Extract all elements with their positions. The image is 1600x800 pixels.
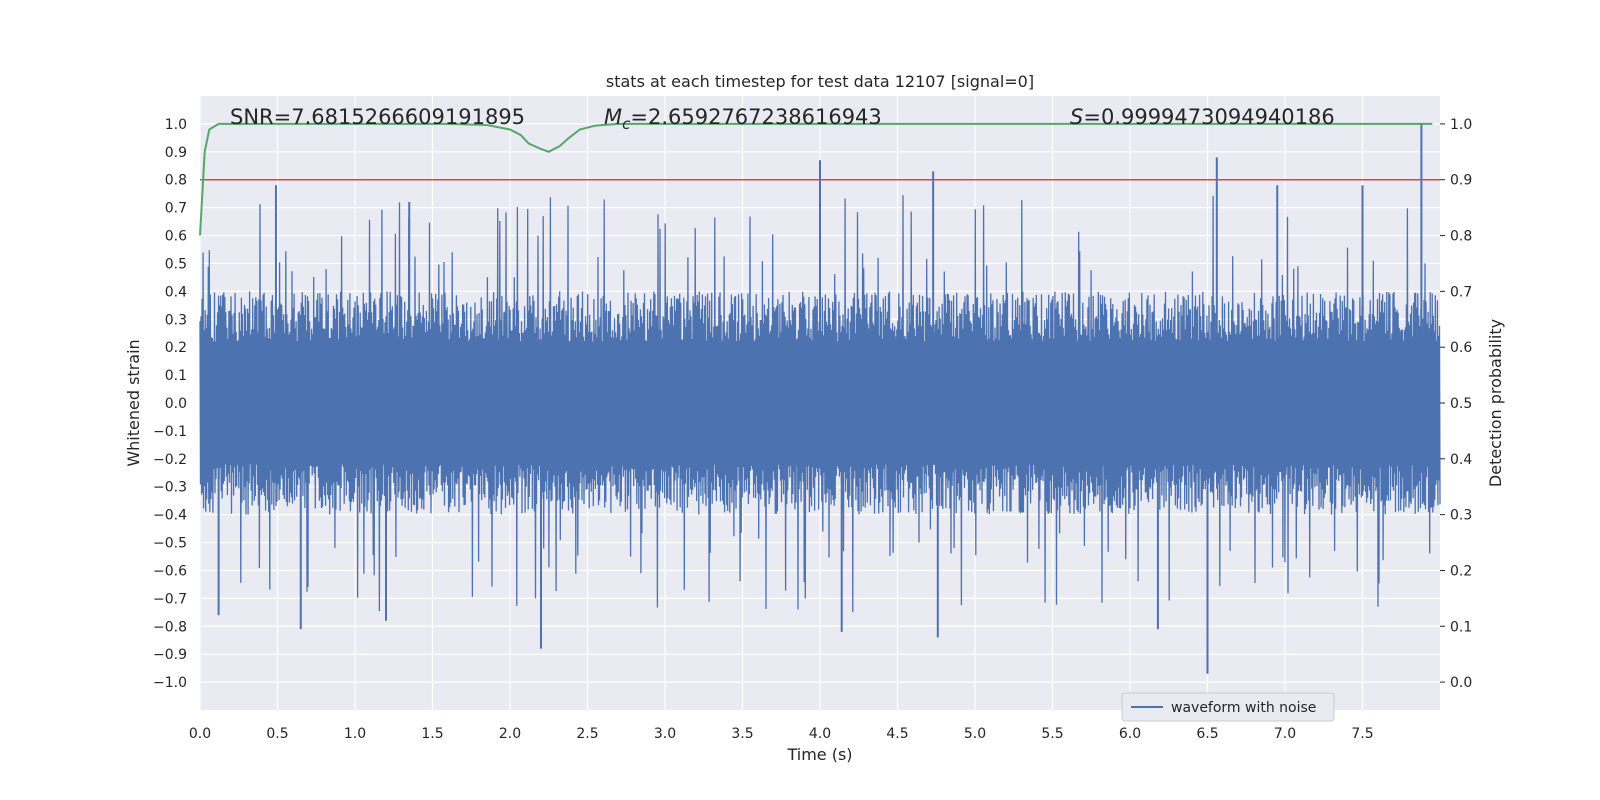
right-tick-label: 0.0 (1450, 675, 1472, 691)
y-tick-label: 0.8 (165, 173, 187, 189)
s-annotation: S=0.9999473094940186 (1070, 105, 1335, 129)
y-tick-label: 0.4 (165, 284, 187, 300)
probability-line (199, 122, 1433, 236)
y-tick-label: −1.0 (153, 675, 187, 691)
chirp-mass-annotation: Mc=2.6592767238616943 (604, 105, 882, 133)
x-tick-label: 7.0 (1274, 726, 1296, 742)
y-axis-label: Whitened strain (124, 339, 143, 466)
y-tick-label: 1.0 (165, 117, 187, 133)
right-axis-ticks: 0.0 0.1 0.2 0.3 0.4 0.5 0.6 0.7 0.8 0.9 1.0 (1440, 117, 1472, 691)
legend: waveform with noise (1121, 692, 1335, 722)
x-axis-ticks: 0.0 0.5 1.0 1.5 2.0 2.5 3.0 3.5 4.0 4.5 5.0 5.5 6.0 6… (189, 726, 1374, 742)
x-tick-label: 5.5 (1041, 726, 1063, 742)
chirp-mass-symbol: M (604, 105, 622, 129)
right-tick-label: 0.1 (1450, 619, 1472, 635)
x-axis-label: Time (s) (786, 745, 852, 764)
right-tick-label: 0.5 (1450, 396, 1472, 412)
y-tick-label: 0.6 (165, 229, 187, 245)
legend-label: waveform with noise (1171, 700, 1316, 716)
y-tick-label: −0.9 (153, 647, 187, 663)
y-tick-label: −0.4 (153, 508, 187, 524)
s-symbol: S (1070, 105, 1083, 129)
x-tick-label: 1.0 (344, 726, 366, 742)
chirp-mass-subscript: c (622, 115, 631, 133)
chart-title: stats at each timestep for test data 121… (606, 72, 1034, 91)
right-axis-label: Detection probability (1486, 319, 1505, 487)
y-tick-label: −0.8 (153, 619, 187, 635)
right-tick-label: 0.2 (1450, 563, 1472, 579)
detection-probability-series (199, 122, 1433, 236)
waveform-series (199, 123, 1441, 674)
right-tick-label: 0.6 (1450, 340, 1472, 356)
y-tick-label: 0.0 (165, 396, 187, 412)
y-tick-label: 0.1 (165, 368, 187, 384)
x-tick-label: 3.5 (731, 726, 753, 742)
y-tick-label: −0.2 (153, 452, 187, 468)
y-tick-label: 0.5 (165, 256, 187, 272)
x-tick-label: 6.0 (1119, 726, 1141, 742)
x-tick-label: 0.0 (189, 726, 211, 742)
x-tick-label: 5.0 (964, 726, 986, 742)
snr-annotation: SNR=7.6815266609191895 (230, 105, 525, 129)
y-tick-label: 0.3 (165, 312, 187, 328)
x-tick-label: 3.0 (654, 726, 676, 742)
right-tick-label: 0.9 (1450, 173, 1472, 189)
y-tick-label: −0.3 (153, 480, 187, 496)
x-tick-label: 4.0 (809, 726, 831, 742)
y-tick-label: −0.6 (153, 563, 187, 579)
x-tick-label: 7.5 (1351, 726, 1373, 742)
s-value: =0.9999473094940186 (1083, 105, 1334, 129)
x-tick-label: 2.5 (576, 726, 598, 742)
x-tick-label: 6.5 (1196, 726, 1218, 742)
y-tick-label: 0.7 (165, 201, 187, 217)
right-tick-label: 1.0 (1450, 117, 1472, 133)
y-tick-label: −0.1 (153, 424, 187, 440)
right-tick-label: 0.4 (1450, 452, 1472, 468)
chirp-mass-value: =2.6592767238616943 (630, 105, 881, 129)
y-tick-label: −0.5 (153, 536, 187, 552)
y-tick-label: −0.7 (153, 591, 187, 607)
right-tick-label: 0.8 (1450, 229, 1472, 245)
right-tick-label: 0.7 (1450, 284, 1472, 300)
right-tick-label: 0.3 (1450, 508, 1472, 524)
y-tick-label: 0.9 (165, 145, 187, 161)
x-tick-label: 0.5 (266, 726, 288, 742)
x-tick-label: 4.5 (886, 726, 908, 742)
legend-box (1121, 692, 1335, 722)
y-tick-label: 0.2 (165, 340, 187, 356)
y-axis-ticks: −1.0 −0.9 −0.8 −0.7 −0.6 −0.5 −0.4 −0.3 −0.2 −0.1… (153, 117, 187, 691)
x-tick-label: 2.0 (499, 726, 521, 742)
x-tick-label: 1.5 (421, 726, 443, 742)
